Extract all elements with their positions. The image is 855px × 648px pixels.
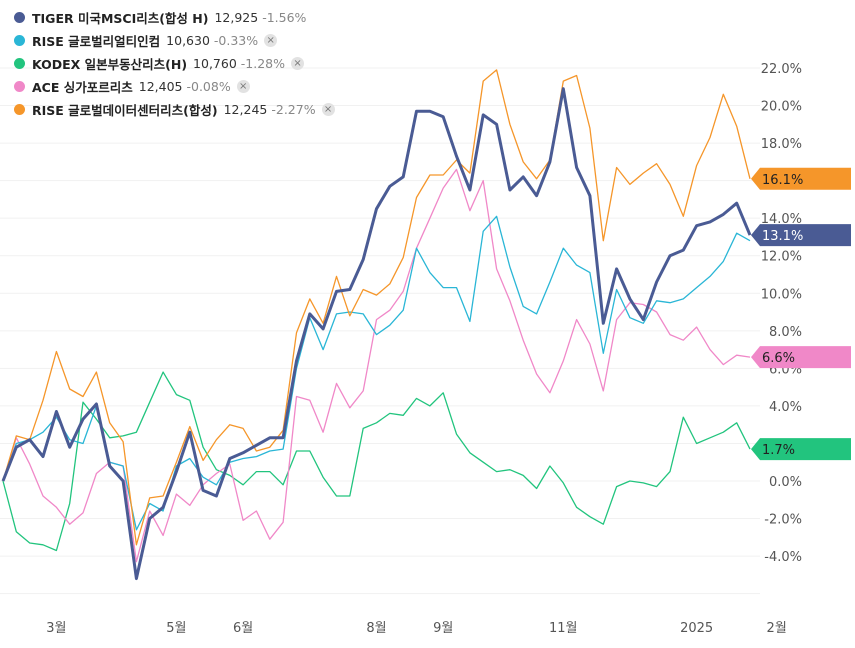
legend-change: -1.28% — [240, 56, 286, 71]
legend-price: 10,630 — [166, 33, 210, 48]
end-value-tag: 13.1% — [751, 224, 851, 247]
y-tick-label: 12.0% — [761, 250, 802, 265]
series-line — [2, 215, 751, 531]
legend-color-dot — [14, 35, 25, 46]
series-line — [2, 168, 751, 563]
legend-change: -1.56% — [262, 10, 307, 25]
remove-series-icon[interactable]: × — [321, 103, 335, 116]
y-tick-label: 22.0% — [761, 62, 802, 77]
legend-price: 12,925 — [214, 10, 259, 25]
y-tick-label: 8.0% — [769, 325, 802, 340]
x-tick-label: 6월 — [233, 621, 253, 636]
y-tick-label: 10.0% — [761, 287, 802, 302]
legend-color-dot — [14, 58, 25, 69]
end-value-tag-bg — [751, 224, 851, 247]
x-tick-label: 5월 — [166, 621, 186, 636]
end-value-tag-bg — [751, 438, 851, 461]
legend-price: 12,405 — [138, 79, 183, 94]
legend-item[interactable]: KODEX 일본부동산리츠(H) 10,760 -1.28% × — [14, 52, 335, 75]
legend-item[interactable]: RISE 글로벌데이터센터리츠(합성) 12,245 -2.27% × — [14, 98, 335, 121]
series-line — [2, 371, 751, 552]
y-tick-label: 20.0% — [761, 100, 802, 115]
y-axis-ticks: 22.0%20.0%18.0%16.0%14.0%12.0%10.0%8.0%6… — [761, 62, 802, 565]
end-value-label: 13.1% — [762, 229, 803, 244]
legend-change: -2.27% — [271, 102, 316, 117]
legend-color-dot — [14, 104, 25, 115]
remove-series-icon[interactable]: × — [291, 57, 305, 70]
end-value-tag-bg — [751, 346, 851, 369]
legend: TIGER 미국MSCI리츠(합성 H) 12,925 -1.56% RISE 글로벌… — [14, 6, 335, 121]
x-tick-label: 2025 — [680, 621, 713, 636]
series-line — [1, 87, 752, 581]
end-value-label: 1.7% — [762, 443, 795, 458]
y-tick-label: 0.0% — [769, 475, 802, 490]
legend-price: 10,760 — [193, 56, 237, 71]
legend-change: -0.08% — [186, 79, 231, 94]
legend-series-name: RISE 글로벌리얼티인컴 — [32, 34, 161, 49]
y-tick-label: -2.0% — [764, 513, 802, 528]
legend-price: 12,245 — [223, 102, 268, 117]
y-tick-label: 14.0% — [761, 212, 802, 227]
end-value-tags: 13.1% 1.7% 6.6% 16.1% — [751, 167, 851, 461]
legend-color-dot — [14, 12, 25, 23]
x-axis-ticks: 3월 5월 6월 8월 9월 11월 2025 2월 — [46, 621, 787, 636]
remove-series-icon[interactable]: × — [236, 80, 250, 93]
x-tick-label: 3월 — [46, 621, 66, 636]
remove-series-icon[interactable]: × — [264, 34, 278, 47]
series-lines — [1, 69, 752, 581]
x-tick-label: 8월 — [366, 621, 386, 636]
end-value-tag-bg — [751, 167, 851, 190]
legend-item[interactable]: RISE 글로벌리얼티인컴 10,630 -0.33% × — [14, 29, 335, 52]
end-value-tag: 6.6% — [751, 346, 851, 369]
end-value-label: 16.1% — [762, 173, 803, 188]
legend-series-name: RISE 글로벌데이터센터리츠(합성) — [32, 103, 218, 118]
x-tick-label: 9월 — [433, 621, 453, 636]
series-line — [2, 69, 751, 546]
end-value-tag: 1.7% — [751, 438, 851, 461]
legend-change: -0.33% — [213, 33, 259, 48]
y-tick-label: 18.0% — [761, 137, 802, 152]
x-tick-label: 2월 — [767, 621, 787, 636]
grid-lines — [0, 67, 760, 595]
end-value-label: 6.6% — [762, 351, 795, 366]
y-tick-label: 4.0% — [769, 400, 802, 415]
legend-series-name: TIGER 미국MSCI리츠(합성 H) — [32, 11, 209, 26]
y-tick-label: -4.0% — [764, 550, 802, 565]
end-value-tag: 16.1% — [751, 167, 851, 190]
legend-series-name: ACE 싱가포르리츠 — [32, 80, 133, 95]
legend-item[interactable]: TIGER 미국MSCI리츠(합성 H) 12,925 -1.56% — [14, 6, 335, 29]
x-tick-label: 11월 — [549, 621, 578, 636]
legend-color-dot — [14, 81, 25, 92]
legend-item[interactable]: ACE 싱가포르리츠 12,405 -0.08% × — [14, 75, 335, 98]
legend-series-name: KODEX 일본부동산리츠(H) — [32, 57, 188, 72]
